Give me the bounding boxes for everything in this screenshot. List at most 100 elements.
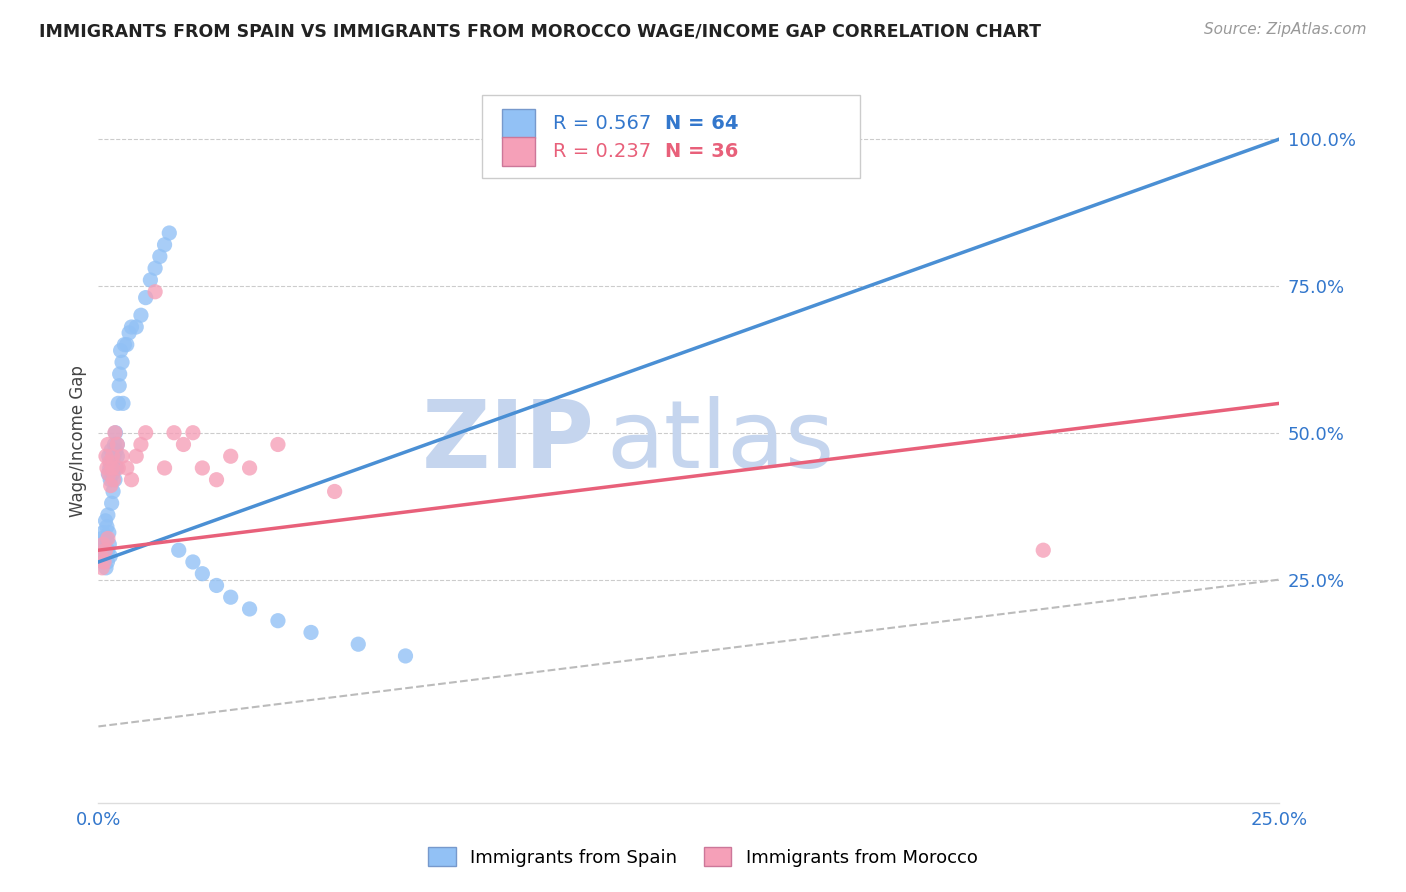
Point: [103, 437, 125, 451]
Point: [90, 543, 112, 558]
Text: atlas: atlas: [606, 395, 835, 488]
Point: [107, 396, 129, 410]
Point: [101, 455, 124, 469]
Point: [91, 561, 114, 575]
Point: [129, 437, 152, 451]
Point: [111, 449, 134, 463]
Point: [115, 337, 138, 351]
Point: [105, 449, 128, 463]
Point: [299, 625, 322, 640]
Point: [91, 525, 114, 540]
Point: [107, 461, 129, 475]
Point: [135, 291, 157, 305]
Point: [101, 484, 124, 499]
Point: [104, 473, 127, 487]
Point: [101, 461, 124, 475]
Point: [91, 537, 114, 551]
Point: [347, 637, 370, 651]
FancyBboxPatch shape: [502, 136, 536, 166]
Point: [111, 355, 134, 369]
Point: [94, 543, 117, 558]
Point: [143, 285, 166, 299]
Point: [98, 537, 121, 551]
Point: [104, 425, 127, 440]
Point: [181, 425, 204, 440]
Point: [239, 602, 262, 616]
Point: [101, 467, 124, 481]
Point: [104, 443, 127, 458]
Point: [104, 425, 127, 440]
Point: [191, 461, 214, 475]
Point: [1032, 543, 1054, 558]
Point: [100, 443, 122, 458]
Point: [93, 555, 115, 569]
Point: [108, 378, 131, 392]
Point: [153, 461, 176, 475]
Point: [91, 555, 114, 569]
Point: [135, 425, 157, 440]
Text: N = 36: N = 36: [665, 142, 738, 161]
Point: [219, 449, 242, 463]
Point: [115, 461, 138, 475]
Point: [94, 514, 117, 528]
Point: [205, 473, 228, 487]
Point: [110, 343, 132, 358]
Point: [96, 461, 118, 475]
Point: [94, 561, 117, 575]
Point: [143, 261, 166, 276]
Text: ZIP: ZIP: [422, 395, 595, 488]
Point: [98, 455, 121, 469]
Text: IMMIGRANTS FROM SPAIN VS IMMIGRANTS FROM MOROCCO WAGE/INCOME GAP CORRELATION CHA: IMMIGRANTS FROM SPAIN VS IMMIGRANTS FROM…: [39, 22, 1042, 40]
Point: [108, 367, 131, 381]
Point: [121, 320, 143, 334]
FancyBboxPatch shape: [502, 109, 536, 138]
Legend: Immigrants from Spain, Immigrants from Morocco: Immigrants from Spain, Immigrants from M…: [422, 840, 984, 874]
Point: [118, 326, 141, 340]
Point: [105, 461, 128, 475]
Point: [97, 449, 120, 463]
Point: [97, 508, 120, 522]
Point: [163, 425, 186, 440]
Point: [97, 525, 120, 540]
Point: [97, 543, 120, 558]
Point: [219, 591, 242, 605]
Point: [93, 549, 115, 563]
Point: [103, 473, 125, 487]
Point: [157, 226, 180, 240]
Point: [125, 320, 148, 334]
Point: [96, 519, 118, 533]
Point: [239, 461, 262, 475]
Point: [96, 532, 118, 546]
Point: [97, 467, 120, 481]
Point: [100, 496, 122, 510]
Point: [149, 250, 172, 264]
Point: [98, 461, 121, 475]
Point: [267, 614, 290, 628]
Text: N = 64: N = 64: [665, 114, 738, 133]
Point: [100, 455, 122, 469]
Text: Source: ZipAtlas.com: Source: ZipAtlas.com: [1204, 22, 1367, 37]
Point: [267, 437, 290, 451]
Point: [121, 473, 143, 487]
FancyBboxPatch shape: [482, 95, 860, 178]
Point: [111, 396, 134, 410]
Point: [112, 337, 135, 351]
Y-axis label: Wage/Income Gap: Wage/Income Gap: [69, 366, 87, 517]
Point: [90, 549, 112, 563]
Point: [105, 437, 128, 451]
Point: [125, 449, 148, 463]
Point: [96, 555, 118, 569]
Point: [172, 437, 194, 451]
Point: [97, 532, 120, 546]
Point: [93, 537, 115, 551]
Point: [153, 237, 176, 252]
Point: [98, 549, 121, 563]
Point: [105, 437, 128, 451]
Point: [100, 478, 122, 492]
Point: [205, 578, 228, 592]
Text: R = 0.237: R = 0.237: [553, 142, 651, 161]
Point: [97, 467, 120, 481]
Point: [191, 566, 214, 581]
Point: [167, 543, 190, 558]
Point: [101, 449, 124, 463]
